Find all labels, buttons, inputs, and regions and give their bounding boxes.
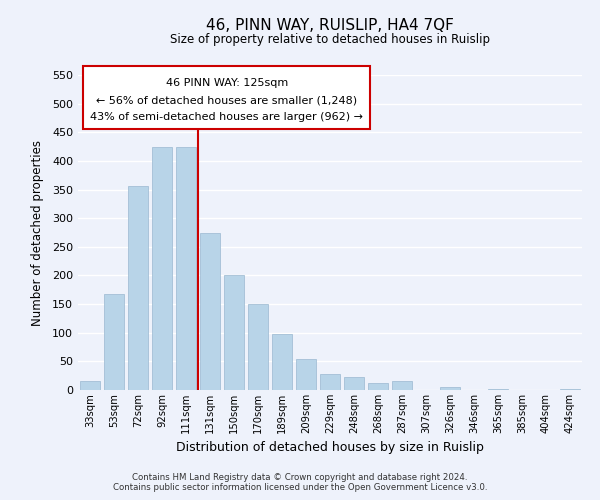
FancyBboxPatch shape [83,66,370,128]
X-axis label: Distribution of detached houses by size in Ruislip: Distribution of detached houses by size … [176,442,484,454]
Y-axis label: Number of detached properties: Number of detached properties [31,140,44,326]
Text: Contains public sector information licensed under the Open Government Licence v3: Contains public sector information licen… [113,484,487,492]
Bar [344,378,364,390]
Bar [296,358,316,390]
Text: 43% of semi-detached houses are larger (962) →: 43% of semi-detached houses are larger (… [90,112,363,122]
Bar [320,374,340,390]
Bar [560,389,580,390]
Text: Contains HM Land Registry data © Crown copyright and database right 2024.: Contains HM Land Registry data © Crown c… [132,474,468,482]
Bar [128,186,148,390]
Bar [488,389,508,390]
Text: Size of property relative to detached houses in Ruislip: Size of property relative to detached ho… [170,32,490,46]
Text: ← 56% of detached houses are smaller (1,248): ← 56% of detached houses are smaller (1,… [96,95,357,105]
Bar [152,146,172,390]
Bar [392,382,412,390]
Bar [176,146,196,390]
Bar [368,382,388,390]
Bar [248,304,268,390]
Text: 46 PINN WAY: 125sqm: 46 PINN WAY: 125sqm [166,78,288,88]
Bar [80,382,100,390]
Bar [224,276,244,390]
Bar [200,232,220,390]
Bar [272,334,292,390]
Bar [104,294,124,390]
Text: 46, PINN WAY, RUISLIP, HA4 7QF: 46, PINN WAY, RUISLIP, HA4 7QF [206,18,454,32]
Bar [440,387,460,390]
